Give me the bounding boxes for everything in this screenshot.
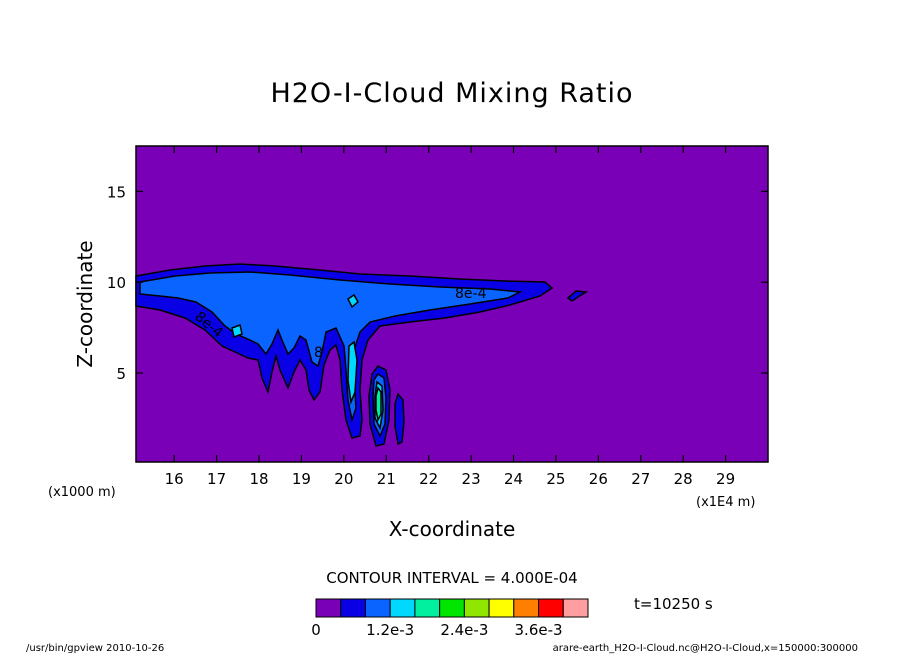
contour-level-1-b — [566, 290, 589, 302]
y-tick-label: 15 — [107, 183, 126, 201]
x-tick-label: 18 — [249, 470, 268, 488]
x-axis-label: X-coordinate — [389, 517, 516, 541]
x-tick-label: 27 — [631, 470, 650, 488]
x-tick-label: 17 — [207, 470, 226, 488]
x-tick-label: 28 — [674, 470, 693, 488]
contour-interval: CONTOUR INTERVAL = 4.000E-04 — [326, 569, 577, 587]
colorbar — [315, 598, 589, 618]
x-tick-label: 25 — [546, 470, 565, 488]
colorbar-labels: 0 1.2e-3 2.4e-3 3.6e-3 — [311, 621, 562, 639]
colorbar-swatch — [463, 598, 490, 618]
y-tick-label: 10 — [107, 274, 126, 292]
colorbar-label: 3.6e-3 — [515, 621, 563, 639]
colorbar-swatch — [562, 598, 589, 618]
x-tick-label: 29 — [716, 470, 735, 488]
x-tick-label: 16 — [165, 470, 184, 488]
x-tick-label: 23 — [462, 470, 481, 488]
colorbar-label: 2.4e-3 — [440, 621, 488, 639]
y-axis-ticks: 5 10 15 — [107, 183, 768, 383]
x-unit-left: (x1000 m) — [48, 485, 116, 500]
colorbar-swatch — [389, 598, 416, 618]
footer-left: /usr/bin/gpview 2010-10-26 — [26, 643, 164, 654]
footer-right: arare-earth_H2O-I-Cloud.nc@H2O-I-Cloud,x… — [553, 643, 858, 654]
x-tick-label: 21 — [377, 470, 396, 488]
contour-level-3-a — [231, 323, 243, 339]
colorbar-label: 0 — [311, 621, 321, 639]
colorbar-swatch — [513, 598, 540, 618]
contour-regions — [135, 263, 589, 447]
y-tick-label: 5 — [116, 365, 126, 383]
colorbar-swatch — [414, 598, 441, 618]
contour-level-4 — [375, 386, 382, 423]
colorbar-label: 1.2e-3 — [366, 621, 414, 639]
x-unit-right: (x1E4 m) — [696, 495, 755, 510]
contour-level-2 — [139, 271, 523, 423]
x-tick-label: 24 — [504, 470, 523, 488]
contour-level-3-c — [347, 340, 358, 405]
colorbar-swatch — [488, 598, 515, 618]
contour-level-1-d — [394, 392, 405, 446]
x-axis-ticks: 16 17 18 19 20 21 22 23 24 25 26 27 28 29 — [165, 146, 735, 488]
x-tick-label: 26 — [589, 470, 608, 488]
contour-label-3: 8 — [314, 345, 323, 361]
x-tick-label: 22 — [419, 470, 438, 488]
contour-label-1: 8e-4 — [455, 286, 487, 302]
colorbar-swatch — [439, 598, 465, 618]
colorbar-swatch — [364, 598, 391, 618]
colorbar-swatch — [538, 598, 564, 618]
chart-title: H2O-I-Cloud Mixing Ratio — [270, 78, 633, 109]
colorbar-swatch — [315, 598, 342, 618]
colorbar-swatch — [340, 598, 366, 618]
x-tick-label: 19 — [292, 470, 311, 488]
time-label: t=10250 s — [634, 595, 713, 613]
contour-level-3-b — [347, 293, 359, 309]
x-tick-label: 20 — [334, 470, 353, 488]
y-axis-label: Z-coordinate — [73, 240, 97, 367]
